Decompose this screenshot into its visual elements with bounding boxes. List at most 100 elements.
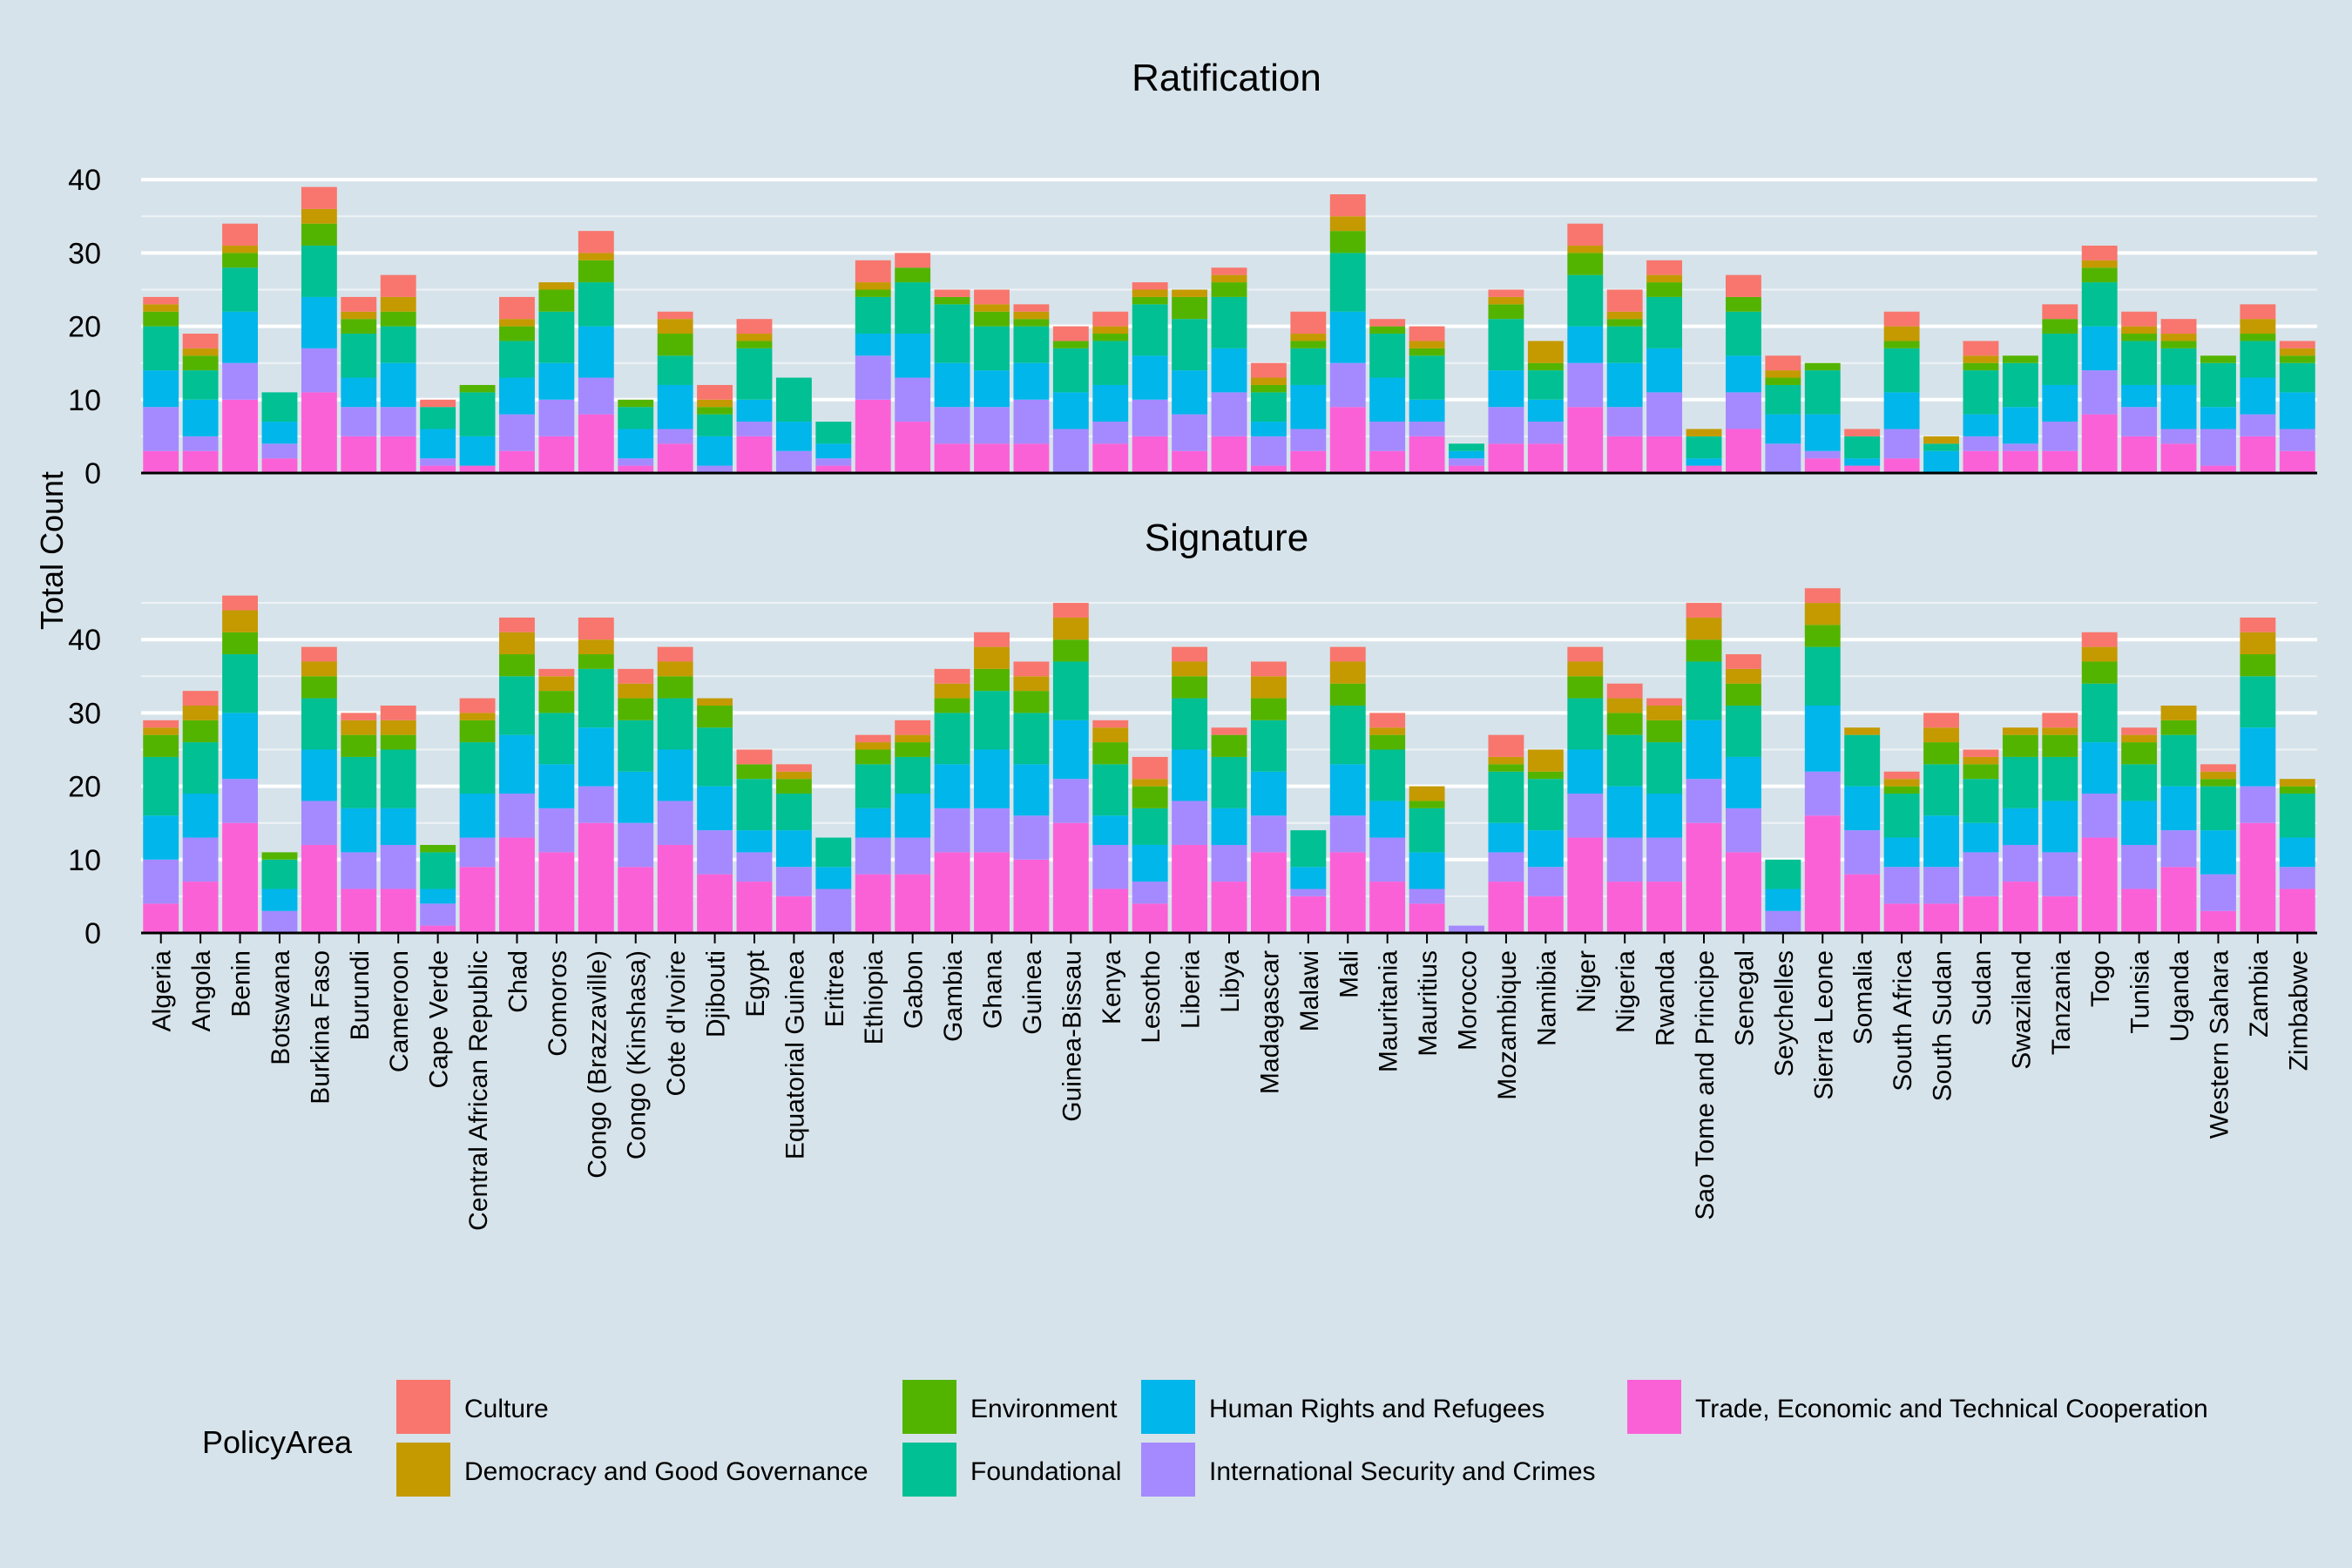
signature-bar-mauritius-trade-economic-and-technical-cooperation: [1409, 903, 1445, 933]
ratification-bar-nigeria-environment: [1606, 319, 1643, 327]
ratification-bar-sudan-democracy-and-good-governance: [1963, 355, 1999, 363]
ratification-bar-tunisia-culture: [2121, 311, 2158, 327]
signature-bar-cameroon-democracy-and-good-governance: [380, 720, 416, 735]
signature-bar-sudan-human-rights-and-refugees: [1963, 822, 1999, 853]
signature-bar-tanzania-democracy-and-good-governance: [2042, 727, 2078, 735]
ratification-bar-chad-foundational: [499, 341, 535, 378]
x-tick-label-burkina-faso: Burkina Faso: [306, 950, 335, 1105]
ratification-bar-namibia-international-security-and-crimes: [1527, 422, 1564, 444]
ratification-bar-mozambique-culture: [1488, 289, 1524, 297]
ratification-bar-cote-d-ivoire-international-security-and-crimes: [657, 429, 693, 444]
signature-bar-burkina-faso-environment: [301, 676, 337, 699]
ratification-bar-mauritius-foundational: [1409, 355, 1445, 400]
signature-bar-congo-brazzaville-culture: [578, 617, 614, 640]
ratification-bar-burundi-international-security-and-crimes: [341, 407, 377, 436]
signature-panel: Signature 0 10 20 30 40: [68, 517, 2317, 950]
signature-bar-tunisia-culture: [2121, 727, 2158, 735]
signature-bar-rwanda-culture: [1646, 698, 1683, 706]
signature-y-tick-label: 40: [68, 624, 101, 657]
ratification-bar-zimbabwe-human-rights-and-refugees: [2279, 392, 2315, 429]
signature-bar-central-african-republic-democracy-and-good-governance: [459, 713, 496, 720]
signature-bar-congo-kinshasa-foundational: [618, 720, 654, 772]
ratification-bar-south-africa-democracy-and-good-governance: [1883, 326, 1920, 341]
signature-bar-nigeria-environment: [1606, 713, 1643, 735]
signature-bar-seychelles-international-security-and-crimes: [1765, 910, 1801, 933]
ratification-bar-senegal-trade-economic-and-technical-cooperation: [1726, 429, 1761, 473]
ratification-bar-ghana-democracy-and-good-governance: [974, 304, 1010, 312]
signature-bar-cote-d-ivoire-foundational: [657, 698, 693, 750]
ratification-bar-djibouti-foundational: [697, 414, 733, 436]
ratification-bar-eritrea-international-security-and-crimes: [815, 458, 852, 466]
signature-bar-madagascar-human-rights-and-refugees: [1250, 771, 1287, 816]
ratification-bar-somalia-foundational: [1844, 436, 1881, 459]
signature-bar-seychelles-foundational: [1765, 859, 1801, 889]
signature-bar-ethiopia-trade-economic-and-technical-cooperation: [855, 874, 891, 933]
x-tick-label-somalia: Somalia: [1849, 950, 1878, 1045]
ratification-bar-congo-kinshasa-foundational: [618, 407, 654, 429]
ratification-bar-zimbabwe-trade-economic-and-technical-cooperation: [2279, 450, 2315, 473]
signature-bar-nigeria-trade-economic-and-technical-cooperation: [1606, 882, 1643, 933]
legend-swatch-human-rights-and-refugees: [1141, 1380, 1195, 1434]
ratification-bar-zambia-human-rights-and-refugees: [2240, 377, 2276, 415]
ratification-bar-niger-environment: [1567, 253, 1604, 275]
ratification-bar-burundi-culture: [341, 296, 377, 312]
signature-bar-chad-human-rights-and-refugees: [499, 734, 535, 794]
ratification-bar-eritrea-trade-economic-and-technical-cooperation: [815, 465, 852, 473]
signature-bar-congo-brazzaville-international-security-and-crimes: [578, 786, 614, 823]
ratification-bar-lesotho-trade-economic-and-technical-cooperation: [1132, 436, 1168, 473]
signature-bar-cote-d-ivoire-culture: [657, 646, 693, 662]
signature-bar-somalia-trade-economic-and-technical-cooperation: [1844, 874, 1881, 933]
ratification-bar-guinea-trade-economic-and-technical-cooperation: [1013, 443, 1050, 473]
ratification-bar-kenya-trade-economic-and-technical-cooperation: [1092, 443, 1129, 473]
signature-bar-mali-human-rights-and-refugees: [1329, 764, 1366, 816]
x-tick-label-guinea: Guinea: [1018, 950, 1047, 1035]
signature-bar-south-africa-international-security-and-crimes: [1883, 867, 1920, 904]
ratification-bar-sudan-environment: [1963, 362, 1999, 371]
signature-bar-guinea-human-rights-and-refugees: [1013, 764, 1050, 816]
signature-bar-gabon-human-rights-and-refugees: [895, 794, 931, 838]
ratification-bar-mozambique-democracy-and-good-governance: [1488, 296, 1524, 305]
x-tick-label-swaziland: Swaziland: [2007, 950, 2036, 1070]
signature-bar-mauritius-international-security-and-crimes: [1409, 889, 1445, 904]
legend-swatch-international-security-and-crimes: [1141, 1443, 1195, 1497]
signature-bar-equatorial-guinea-human-rights-and-refugees: [775, 830, 812, 868]
ratification-bar-guinea-democracy-and-good-governance: [1013, 311, 1050, 320]
ratification-bar-ghana-trade-economic-and-technical-cooperation: [974, 443, 1010, 473]
signature-bar-cape-verde-human-rights-and-refugees: [420, 889, 456, 904]
ratification-bar-congo-kinshasa-human-rights-and-refugees: [618, 429, 654, 459]
signature-bar-kenya-culture: [1092, 720, 1129, 728]
signature-bar-sao-tome-and-principe-human-rights-and-refugees: [1686, 720, 1722, 780]
x-tick-label-lesotho: Lesotho: [1137, 950, 1166, 1044]
signature-bar-angola-human-rights-and-refugees: [182, 794, 219, 838]
ratification-bar-djibouti-environment: [697, 407, 733, 415]
signature-bar-sao-tome-and-principe-environment: [1686, 639, 1722, 662]
ratification-bar-somalia-human-rights-and-refugees: [1844, 458, 1881, 466]
signature-bar-uganda-democracy-and-good-governance: [2160, 705, 2197, 720]
ratification-bar-tanzania-environment: [2042, 319, 2078, 335]
ratification-bar-rwanda-democracy-and-good-governance: [1646, 274, 1683, 283]
signature-bar-south-sudan-culture: [1923, 713, 1959, 728]
ratification-bar-algeria-trade-economic-and-technical-cooperation: [143, 450, 179, 473]
ratification-bar-tunisia-foundational: [2121, 341, 2158, 385]
signature-bar-egypt-environment: [736, 764, 773, 780]
ratification-bar-congo-kinshasa-environment: [618, 399, 654, 408]
signature-bar-mozambique-democracy-and-good-governance: [1488, 756, 1524, 765]
x-tick-label-mauritania: Mauritania: [1375, 950, 1403, 1072]
x-tick-label-ethiopia: Ethiopia: [860, 950, 889, 1045]
signature-bar-angola-international-security-and-crimes: [182, 837, 219, 882]
signature-bar-tunisia-international-security-and-crimes: [2121, 844, 2158, 889]
signature-bar-guinea-international-security-and-crimes: [1013, 815, 1050, 860]
signature-bar-congo-kinshasa-environment: [618, 698, 654, 720]
signature-bar-senegal-trade-economic-and-technical-cooperation: [1726, 852, 1761, 933]
x-tick-label-benin: Benin: [227, 950, 256, 1017]
ratification-bar-burkina-faso-environment: [301, 223, 337, 246]
signature-bar-botswana-international-security-and-crimes: [261, 910, 298, 933]
ratification-bar-libya-foundational: [1211, 296, 1247, 348]
ratification-bar-malawi-foundational: [1290, 348, 1327, 385]
ratification-bar-guinea-environment: [1013, 319, 1050, 327]
signature-bar-malawi-foundational: [1290, 830, 1327, 868]
ratification-bar-uganda-foundational: [2160, 348, 2197, 385]
ratification-bar-benin-environment: [222, 253, 258, 268]
signature-bar-senegal-human-rights-and-refugees: [1726, 756, 1761, 808]
ratification-bar-gambia-environment: [934, 296, 970, 305]
